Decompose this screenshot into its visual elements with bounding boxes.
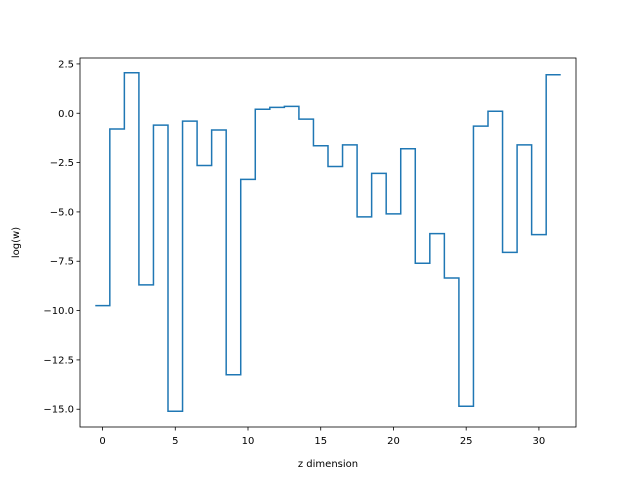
x-tick-label: 30	[533, 436, 546, 447]
y-tick-label: −7.5	[50, 257, 74, 268]
y-tick-label: 0.0	[58, 109, 74, 120]
y-axis-label: log(w)	[11, 227, 22, 258]
y-tick-label: 2.5	[58, 59, 74, 70]
y-tick-label: −5.0	[50, 207, 74, 218]
plot-area	[95, 72, 561, 412]
y-tick-label: −10.0	[43, 306, 74, 317]
axis-ticks: 0 5 10 15 20 25 30 2.5 0.0 −2.5 −5.0 −7.5 −10.0 −12.5…	[43, 59, 545, 447]
x-tick-label: 10	[242, 436, 255, 447]
x-tick-label: 25	[460, 436, 473, 447]
x-axis-label: z dimension	[298, 459, 358, 470]
x-tick-label: 5	[172, 436, 178, 447]
y-tick-label: −2.5	[50, 158, 74, 169]
axes-frame	[79, 57, 577, 428]
y-tick-label: −15.0	[43, 405, 74, 416]
x-tick-label: 15	[314, 436, 327, 447]
y-tick-label: −12.5	[43, 355, 74, 366]
series-line	[95, 72, 561, 412]
x-tick-label: 20	[387, 436, 400, 447]
x-tick-label: 0	[99, 436, 105, 447]
